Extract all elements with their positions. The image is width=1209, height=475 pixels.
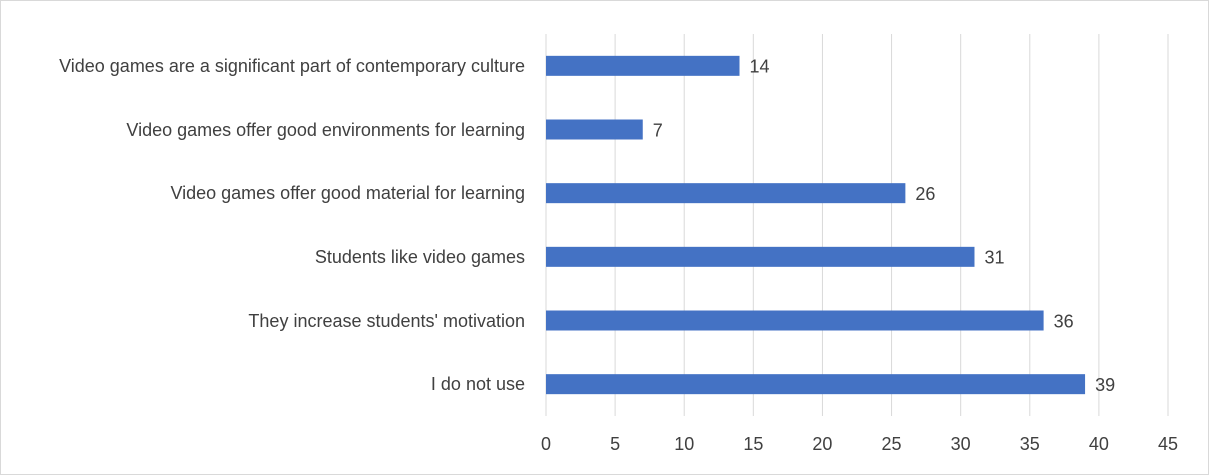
data-label: 36 — [1054, 311, 1074, 331]
bar — [546, 374, 1086, 395]
x-tick-label: 0 — [541, 434, 551, 454]
data-label: 7 — [653, 120, 663, 140]
y-tick-label: I do not use — [430, 374, 525, 395]
data-label: 39 — [1095, 375, 1115, 395]
x-tick-label: 10 — [674, 434, 694, 454]
y-tick-label: Video games are a significant part of co… — [59, 55, 525, 76]
x-tick-label: 20 — [812, 434, 832, 454]
bar — [546, 119, 643, 140]
bar — [546, 183, 906, 204]
bar — [546, 55, 740, 76]
y-tick-label: They increase students' motivation — [248, 310, 525, 331]
y-tick-label: Students like video games — [314, 246, 525, 267]
data-label: 26 — [915, 184, 935, 204]
x-tick-label: 30 — [951, 434, 971, 454]
x-tick-label: 40 — [1089, 434, 1109, 454]
data-label: 31 — [984, 248, 1004, 268]
bar — [546, 246, 975, 267]
x-tick-label: 25 — [882, 434, 902, 454]
y-tick-label: Video games offer good material for lear… — [170, 183, 525, 204]
data-label: 14 — [750, 57, 770, 77]
bar — [546, 310, 1044, 331]
x-tick-label: 5 — [610, 434, 620, 454]
y-tick-label: Video games offer good environments for … — [126, 119, 525, 140]
x-tick-label: 35 — [1020, 434, 1040, 454]
x-tick-label: 45 — [1158, 434, 1178, 454]
x-tick-label: 15 — [743, 434, 763, 454]
